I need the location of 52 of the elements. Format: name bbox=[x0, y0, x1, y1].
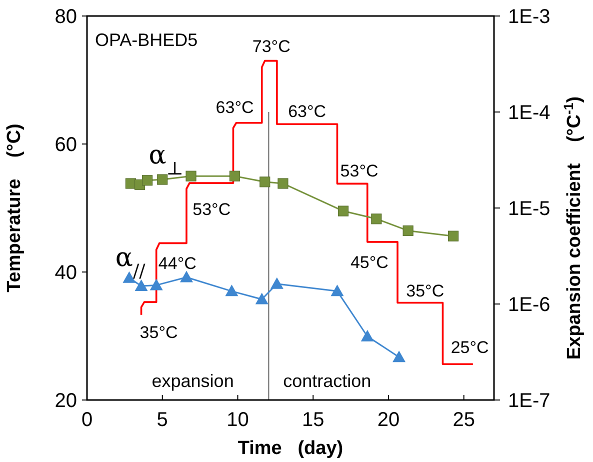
point bbox=[270, 277, 284, 289]
x-tick-label: 15 bbox=[302, 409, 324, 431]
x-tick-label: 5 bbox=[156, 409, 168, 431]
point bbox=[125, 178, 136, 189]
annotation: 53°C bbox=[340, 162, 378, 181]
x-tick-label: 10 bbox=[226, 409, 249, 431]
x-tick-label: 20 bbox=[377, 409, 400, 431]
x-tick-label: 25 bbox=[452, 409, 475, 431]
annotation: contraction bbox=[283, 371, 372, 391]
point bbox=[278, 178, 288, 189]
point bbox=[255, 292, 268, 304]
annotation: 73°C bbox=[252, 36, 290, 56]
x-axis-title: Time (day) bbox=[238, 438, 344, 459]
point bbox=[142, 175, 153, 186]
series-label: α$_{⊥}$ bbox=[148, 140, 184, 179]
point bbox=[150, 278, 163, 290]
point bbox=[260, 176, 270, 188]
annotation: 44°C bbox=[158, 254, 196, 274]
annotation: 63°C bbox=[288, 102, 326, 122]
annotation: OPA-BHED5 bbox=[95, 30, 198, 50]
y-tick-label: 20 bbox=[54, 390, 77, 412]
y-tick-label: 40 bbox=[54, 262, 77, 284]
annotation: 35°C bbox=[140, 323, 178, 342]
annotation: 35°C bbox=[406, 282, 444, 301]
y-tick-label: 80 bbox=[54, 6, 77, 28]
point bbox=[448, 230, 459, 242]
annotation: 25°C bbox=[450, 338, 489, 358]
point bbox=[229, 170, 240, 182]
y2-tick-label: 1E-3 bbox=[508, 6, 550, 28]
y2-tick-label: 1E-4 bbox=[508, 102, 550, 124]
y2-tick-label: 1E-6 bbox=[508, 294, 550, 316]
point bbox=[371, 214, 382, 224]
point bbox=[360, 330, 374, 342]
y2-tick-label: 1E-7 bbox=[508, 390, 550, 412]
point bbox=[157, 174, 168, 185]
point bbox=[392, 350, 406, 362]
annotation: expansion bbox=[152, 371, 234, 391]
point bbox=[134, 280, 148, 291]
x-tick-label: 0 bbox=[81, 409, 93, 431]
point bbox=[225, 284, 238, 296]
y-axis-title: Temperature (°C) bbox=[4, 124, 25, 292]
point bbox=[330, 284, 344, 296]
y2-tick-label: 1E-5 bbox=[508, 198, 550, 220]
annotation: 45°C bbox=[350, 252, 388, 272]
y-tick-label: 60 bbox=[54, 134, 77, 156]
annotation: 53°C bbox=[192, 200, 231, 220]
series-label: α$_{//}$ bbox=[115, 242, 146, 282]
annotation: 63°C bbox=[216, 98, 254, 117]
point bbox=[402, 225, 414, 236]
point bbox=[338, 206, 349, 216]
point bbox=[186, 170, 196, 182]
point bbox=[180, 270, 193, 282]
